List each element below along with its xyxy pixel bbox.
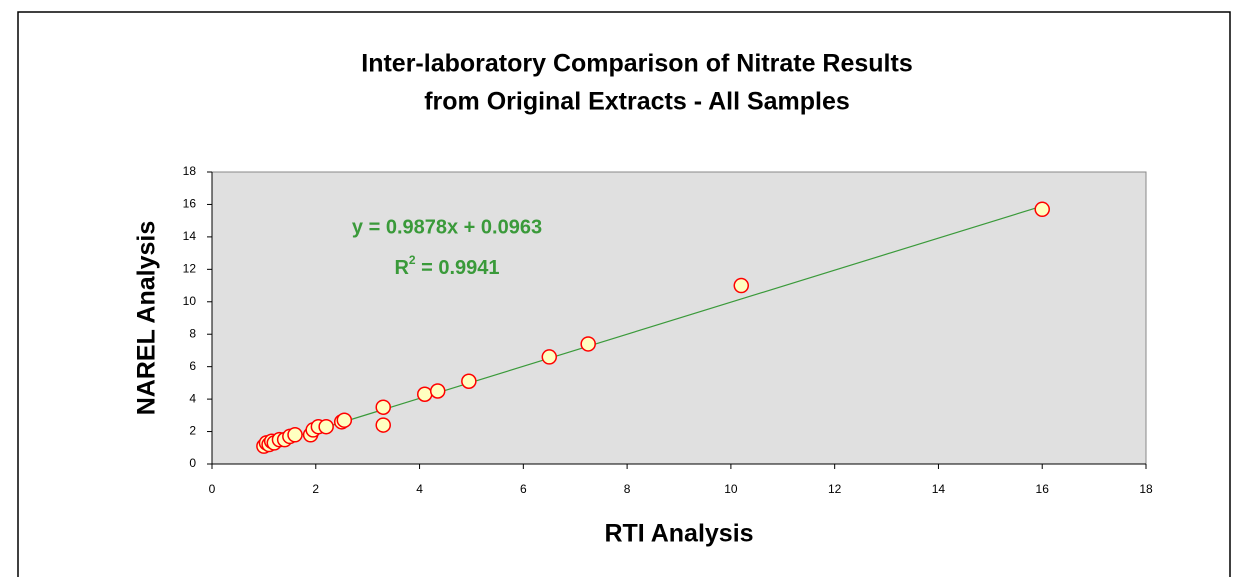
data-point <box>461 373 477 390</box>
x-tick-label: 6 <box>520 482 527 496</box>
r-superscript: 2 <box>409 253 416 267</box>
r-symbol: R <box>394 257 409 279</box>
r-value: = 0.9941 <box>416 257 500 279</box>
data-point <box>1034 201 1050 218</box>
y-tick-label: 14 <box>183 229 197 243</box>
chart-title: from Original Extracts - All Samples <box>424 88 850 116</box>
trendline <box>261 205 1043 448</box>
x-tick-label: 8 <box>624 482 631 496</box>
x-tick-label: 12 <box>828 482 842 496</box>
chart-title: Inter-laboratory Comparison of Nitrate R… <box>361 50 912 78</box>
y-tick-label: 18 <box>183 164 197 178</box>
data-point <box>287 427 303 443</box>
y-tick-label: 6 <box>189 359 196 373</box>
y-tick-label: 8 <box>189 326 196 340</box>
data-point <box>416 386 433 402</box>
x-tick-label: 2 <box>312 482 319 496</box>
x-tick-label: 4 <box>416 482 423 496</box>
data-point <box>733 277 750 294</box>
y-axis-title: NAREL Analysis <box>133 221 161 416</box>
x-tick-label: 14 <box>932 482 946 496</box>
trend-equation: y = 0.9878x + 0.0963 <box>352 216 542 238</box>
y-tick-label: 4 <box>189 391 196 405</box>
r-squared: R2 = 0.9941 <box>394 253 499 279</box>
data-point <box>580 336 596 352</box>
data-point <box>375 399 391 415</box>
y-tick-label: 16 <box>183 197 197 211</box>
x-tick-label: 18 <box>1139 482 1153 496</box>
x-tick-label: 16 <box>1036 482 1050 496</box>
data-point <box>318 418 334 435</box>
x-axis-title: RTI Analysis <box>604 520 753 548</box>
data-point <box>429 383 446 399</box>
y-tick-label: 12 <box>183 262 197 276</box>
x-tick-label: 10 <box>724 482 738 496</box>
y-tick-label: 0 <box>189 456 196 470</box>
data-point <box>541 349 558 365</box>
data-point <box>375 417 391 433</box>
y-tick-label: 10 <box>183 294 197 308</box>
data-point <box>336 412 353 428</box>
x-tick-label: 0 <box>209 482 216 496</box>
y-tick-label: 2 <box>189 424 196 438</box>
